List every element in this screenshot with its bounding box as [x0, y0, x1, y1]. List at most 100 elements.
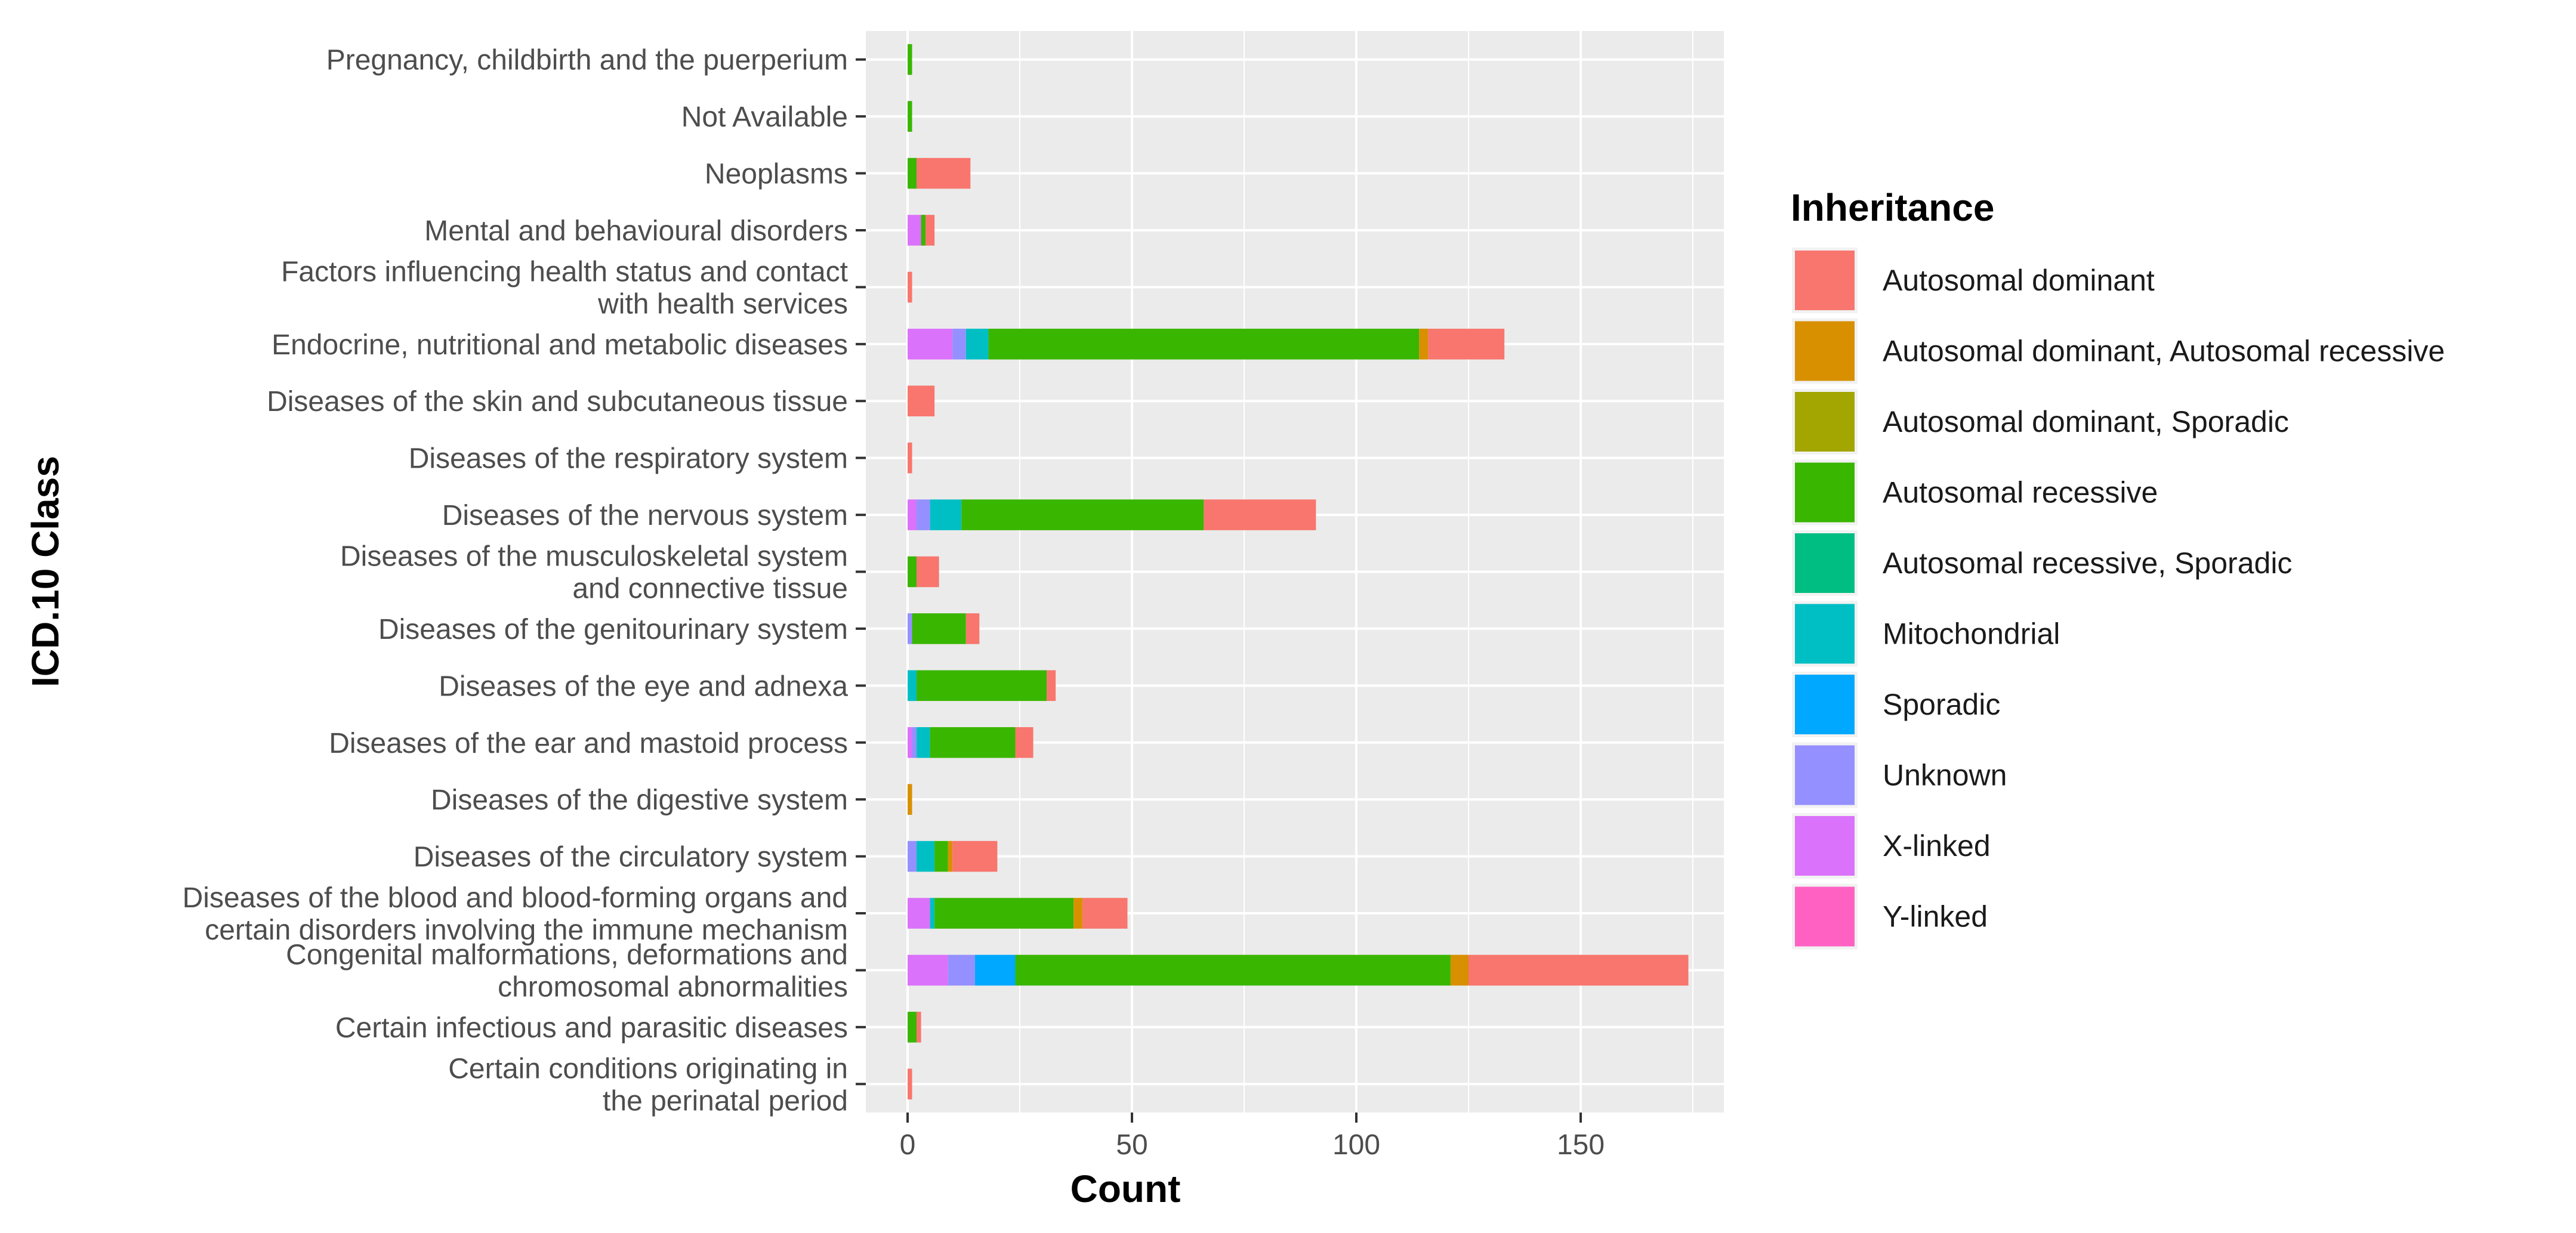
legend-label: Autosomal dominant, Sporadic — [1883, 405, 2289, 438]
bar-segment — [908, 556, 917, 588]
bar-segment — [908, 329, 953, 360]
category-label: Factors influencing health status and co… — [281, 256, 848, 320]
bar-segment — [908, 44, 912, 75]
legend-swatch — [1795, 604, 1855, 664]
legend-swatch — [1795, 462, 1855, 523]
bar-segment — [965, 613, 980, 644]
category-label: Not Available — [681, 101, 848, 133]
bar-segment — [1015, 954, 1451, 986]
x-tick-label: 0 — [900, 1129, 916, 1161]
legend-label: Autosomal dominant — [1883, 264, 2155, 297]
bar-segment — [930, 727, 1016, 758]
x-axis-title: Count — [1070, 1167, 1181, 1210]
bar-segment — [961, 499, 1204, 530]
legend-label: Autosomal dominant, Autosomal recessive — [1883, 335, 2445, 368]
bar-segment — [934, 898, 1074, 929]
legend-title: Inheritance — [1791, 186, 1994, 229]
category-label: Diseases of the musculoskeletal system an… — [340, 541, 848, 605]
bar-segment — [908, 157, 917, 189]
bar-segment — [908, 101, 912, 132]
bar-segment — [988, 329, 1420, 360]
category-label: Diseases of the genitourinary system — [378, 614, 848, 645]
bar-segment — [1073, 898, 1083, 929]
legend-label: Mitochondrial — [1883, 617, 2060, 651]
legend-label: X-linked — [1883, 829, 1991, 863]
y-axis-title: ICD.10 Class — [24, 456, 67, 687]
bar-segment — [1047, 670, 1056, 702]
bar-segment — [952, 840, 998, 872]
y-axis-labels: Pregnancy, childbirth and the puerperium… — [183, 45, 866, 1117]
category-label: Diseases of the respiratory system — [409, 443, 848, 475]
bar-segment — [908, 499, 917, 530]
bar-segment — [917, 499, 930, 530]
bar-segment — [948, 840, 953, 872]
bar-segment — [974, 954, 1016, 986]
bar-segment — [908, 215, 921, 246]
category-label: Diseases of the ear and mastoid process — [329, 728, 848, 759]
legend-label: Y-linked — [1883, 900, 1988, 934]
bar-segment — [948, 954, 975, 986]
category-label: Diseases of the skin and subcutaneous ti… — [267, 386, 848, 418]
category-label: Endocrine, nutritional and metabolic dis… — [272, 329, 848, 361]
bar-segment — [1082, 898, 1128, 929]
bar-segment — [930, 898, 935, 929]
category-label: Mental and behavioural disorders — [424, 215, 848, 247]
category-label: Diseases of the nervous system — [442, 500, 848, 531]
bar-segment — [912, 613, 966, 644]
bar-segment — [917, 670, 1047, 702]
plot-panel — [866, 31, 1724, 1113]
bar-segment — [908, 271, 912, 303]
x-tick-label: 100 — [1332, 1129, 1380, 1161]
bar-segment — [908, 670, 917, 702]
bar-segment — [908, 784, 912, 815]
legend-swatch — [1795, 886, 1855, 947]
bars — [908, 44, 1689, 1100]
legend-swatch — [1795, 533, 1855, 593]
bar-segment — [1204, 499, 1316, 530]
bar-segment — [908, 954, 948, 986]
legend-label: Unknown — [1883, 759, 2007, 792]
x-tick-label: 50 — [1116, 1129, 1147, 1161]
legend-label: Autosomal recessive, Sporadic — [1883, 546, 2292, 580]
bar-segment — [930, 499, 962, 530]
category-label: Certain infectious and parasitic disease… — [335, 1012, 848, 1044]
bar-segment — [1419, 329, 1429, 360]
legend-swatch — [1795, 816, 1855, 876]
legend-swatch — [1795, 392, 1855, 452]
bar-segment — [912, 727, 917, 758]
bar-segment — [1428, 329, 1505, 360]
bar-segment — [917, 157, 971, 189]
bar-segment — [1469, 954, 1689, 986]
legend-label: Sporadic — [1883, 688, 2000, 721]
x-tick-label: 150 — [1557, 1129, 1605, 1161]
legend-label: Autosomal recessive — [1883, 476, 2158, 509]
bar-segment — [917, 556, 939, 588]
bar-segment — [908, 613, 912, 644]
bar-segment — [917, 1012, 921, 1043]
x-axis: 0 50 100 150 — [900, 1113, 1605, 1161]
category-label: Diseases of the circulatory system — [414, 842, 848, 873]
category-label: Diseases of the digestive system — [431, 784, 848, 816]
category-label: Certain conditions originating in the per… — [448, 1053, 848, 1117]
bar-segment — [1015, 727, 1034, 758]
bar-segment — [908, 898, 930, 929]
bar-segment — [908, 1068, 912, 1100]
category-label: Diseases of the blood and blood-forming … — [183, 882, 848, 946]
bar-segment — [921, 215, 926, 246]
bar-segment — [908, 1012, 917, 1043]
legend-swatch — [1795, 745, 1855, 805]
category-label: Congenital malformations, deformations a… — [286, 939, 848, 1003]
legend-swatch — [1795, 251, 1855, 310]
bar-segment — [917, 727, 930, 758]
bar-segment — [908, 442, 912, 474]
legend-swatch — [1795, 675, 1855, 734]
bar-segment — [908, 840, 917, 872]
bar-segment — [1450, 954, 1469, 986]
bar-segment — [908, 727, 912, 758]
legend-swatch — [1795, 321, 1855, 381]
category-label: Pregnancy, childbirth and the puerperium — [326, 45, 848, 76]
bar-segment — [925, 215, 935, 246]
legend: Inheritance Autosomal dominant Autosomal … — [1791, 186, 2445, 950]
